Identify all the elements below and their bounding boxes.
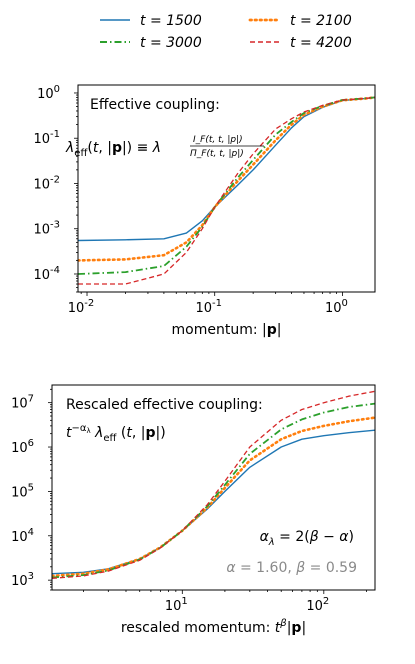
y-tick-label: 106 xyxy=(11,438,34,456)
formula-numerator: I_F(t, t, |p|) xyxy=(193,135,243,145)
legend-label: t = 3000 xyxy=(140,35,202,51)
series-line xyxy=(52,429,375,575)
series-line xyxy=(78,96,375,285)
legend-label: t = 4200 xyxy=(290,35,352,51)
legend-label: t = 1500 xyxy=(140,13,202,29)
annotation-parameters: α = 1.60, β = 0.59 xyxy=(226,560,357,576)
x-axis-label: rescaled momentum: tβ|p| xyxy=(121,618,306,636)
legend-item: t = 2100 xyxy=(248,13,352,29)
legend-label: t = 2100 xyxy=(290,13,352,29)
y-tick-label: 10-4 xyxy=(33,265,60,283)
x-tick-label: 101 xyxy=(165,596,188,614)
y-tick-label: 100 xyxy=(37,84,60,102)
panel-title: Rescaled effective coupling: xyxy=(66,397,263,413)
x-axis: 101 102 xyxy=(82,590,367,614)
plot-frame xyxy=(77,84,376,293)
y-tick-label: 104 xyxy=(11,527,34,545)
x-tick-label: 10-2 xyxy=(68,298,95,316)
series-line xyxy=(78,96,375,242)
series-group xyxy=(52,390,375,579)
y-tick-label: 10-3 xyxy=(33,220,60,238)
x-tick-label: 102 xyxy=(306,596,329,614)
formula-denominator: Π_F(t, t, |p|) xyxy=(190,149,244,159)
panel-1: 10-2 10-1 100 10-4 10-3 10-2 10-1 100 momentum: … xyxy=(33,84,376,338)
y-axis: 103 104 105 106 107 xyxy=(11,388,52,591)
panel-2: 101 102 103 104 105 106 107 rescaled momentum: … xyxy=(11,384,376,636)
legend-item: t = 1500 xyxy=(100,13,202,29)
series-group xyxy=(78,96,375,285)
series-line xyxy=(78,96,375,262)
y-tick-label: 10-1 xyxy=(33,129,60,147)
series-line xyxy=(78,96,375,275)
legend-item: t = 3000 xyxy=(100,35,202,51)
formula: t−αλ λeff (t, |p|) xyxy=(66,423,166,444)
formula: λeff(t, |p|) ≡ λ xyxy=(65,140,161,159)
x-axis-label: momentum: |p| xyxy=(172,322,282,338)
y-tick-label: 105 xyxy=(11,482,34,500)
y-tick-label: 10-2 xyxy=(33,174,60,192)
series-line xyxy=(52,390,375,579)
x-tick-label: 10-1 xyxy=(195,298,222,316)
y-tick-label: 107 xyxy=(11,394,34,412)
x-axis: 10-2 10-1 100 xyxy=(68,292,348,316)
x-tick-label: 100 xyxy=(325,298,348,316)
plot-frame xyxy=(51,384,376,591)
annotation-alpha-lambda: αλ = 2(β − α) xyxy=(260,529,354,548)
series-line xyxy=(52,416,375,578)
y-axis: 10-4 10-3 10-2 10-1 100 xyxy=(33,84,78,293)
y-tick-label: 103 xyxy=(11,571,34,589)
legend: t = 1500 t = 2100 t = 3000 t = 4200 xyxy=(100,13,352,51)
series-line xyxy=(52,402,375,579)
legend-item: t = 4200 xyxy=(250,35,352,51)
panel-title: Effective coupling: xyxy=(90,97,220,113)
